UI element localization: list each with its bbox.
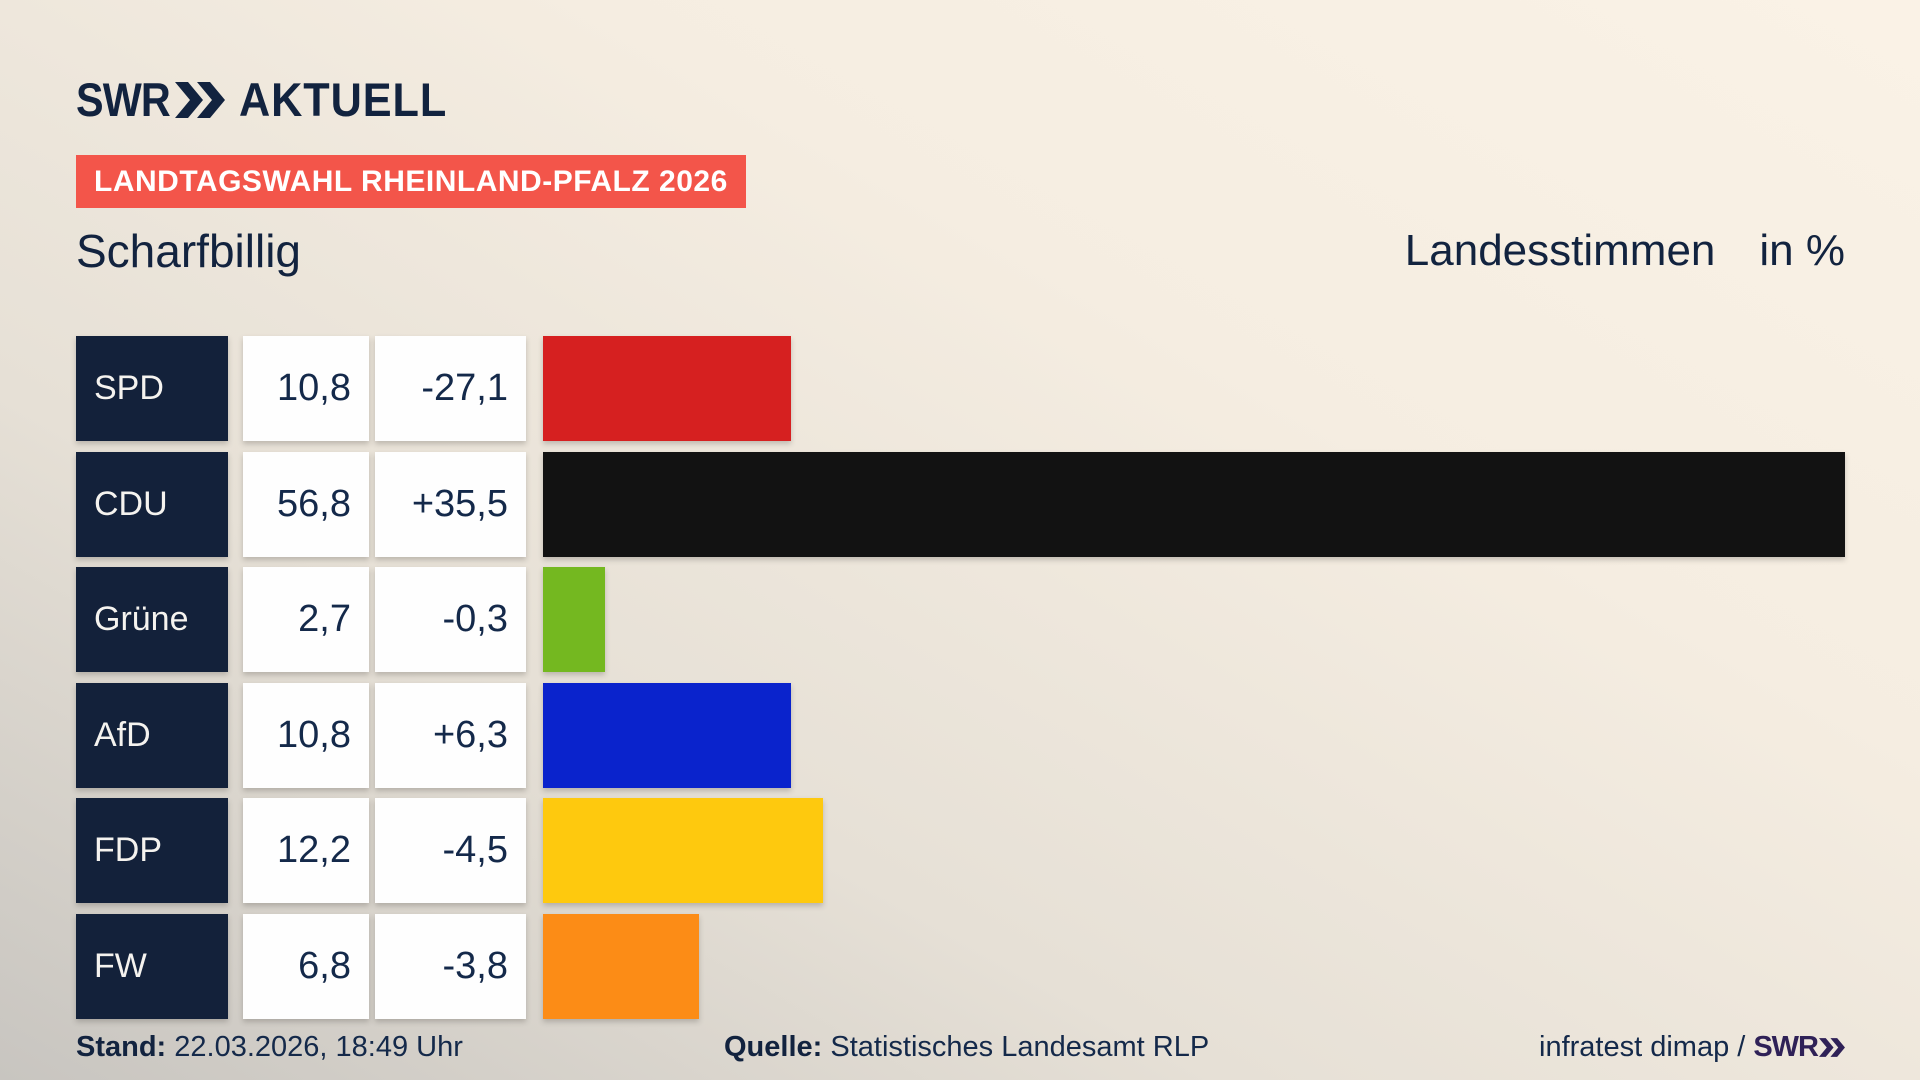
party-value: 12,2 [277,829,351,871]
party-label-box: CDU [76,451,228,557]
swr-chevrons-icon [174,81,227,118]
party-value-box: 6,8 [243,913,369,1019]
party-change-box: -27,1 [375,336,526,441]
chart-rows: SPD 10,8 -27,1 CDU 56,8 +35,5 Grüne 2,7 [76,336,1845,1019]
result-row: FW 6,8 -3,8 [76,913,1845,1019]
party-change: -3,8 [442,944,508,987]
result-row: Grüne 2,7 -0,3 [76,567,1845,672]
swr-logo-text: SWR [76,73,171,126]
result-row: SPD 10,8 -27,1 [76,336,1845,441]
party-change-box: -0,3 [375,567,526,672]
party-value: 10,8 [277,713,351,756]
party-value-box: 56,8 [243,451,369,557]
bar-track [543,913,1845,1019]
constituency-title: Scharfbillig [76,225,301,277]
party-value-box: 2,7 [243,567,369,672]
party-value: 2,7 [298,598,351,640]
stand-value: 22.03.2026, 18:49 Uhr [174,1031,463,1063]
result-row: AfD 10,8 +6,3 [76,682,1845,788]
stand-info: Stand: 22.03.2026, 18:49 Uhr [76,1031,463,1064]
bar-track [543,798,1845,903]
credit-text: infratest dimap / [1539,1031,1746,1063]
party-change-box: -3,8 [375,913,526,1019]
vote-type-title: Landesstimmen in % [1405,226,1845,276]
bar [543,913,699,1019]
party-label-box: AfD [76,682,228,788]
party-label-box: SPD [76,336,228,441]
party-label: SPD [94,369,164,407]
party-label: CDU [94,484,168,523]
party-change: -4,5 [442,829,508,871]
stand-label: Stand: [76,1031,167,1063]
vote-type-label: Landesstimmen [1404,226,1716,275]
unit-label: in % [1759,226,1845,275]
bar-track [543,567,1845,672]
swr-aktuell-logo: SWR AKTUELL [76,72,465,127]
aktuell-logo-text: AKTUELL [238,73,447,126]
bar [543,567,605,672]
party-change: -0,3 [442,598,508,640]
party-value-box: 10,8 [243,682,369,788]
bar-track [543,336,1845,441]
party-change: +6,3 [432,713,508,756]
party-change-box: -4,5 [375,798,526,903]
credit-swr-text: SWR [1753,1031,1819,1063]
party-label: FW [94,946,147,985]
party-label-box: Grüne [76,567,228,672]
bar-track [543,682,1845,788]
party-change: -27,1 [421,367,508,409]
credit-info: infratest dimap / SWR [1539,1031,1846,1064]
swr-chevrons-small-icon [1819,1038,1845,1057]
party-value-box: 10,8 [243,336,369,441]
party-label-box: FDP [76,798,228,903]
source-info: Quelle: Statistisches Landesamt RLP [724,1031,1209,1064]
party-value: 6,8 [298,944,351,987]
party-label: FDP [94,831,162,869]
result-row: FDP 12,2 -4,5 [76,798,1845,903]
result-row: CDU 56,8 +35,5 [76,451,1845,557]
credit-swr-logo: SWR [1753,1031,1846,1064]
party-value: 56,8 [277,482,351,525]
bar-track [543,451,1845,557]
party-value: 10,8 [277,367,351,409]
party-change-box: +35,5 [375,451,526,557]
election-banner-label: LANDTAGSWAHL RHEINLAND-PFALZ 2026 [94,164,728,198]
party-change: +35,5 [411,482,508,525]
bar [543,798,823,903]
election-banner: LANDTAGSWAHL RHEINLAND-PFALZ 2026 [76,155,746,208]
bar [543,682,791,788]
party-value-box: 12,2 [243,798,369,903]
bar [543,451,1845,557]
bar [543,336,791,441]
source-value: Statistisches Landesamt RLP [830,1031,1210,1063]
party-label: Grüne [94,600,189,638]
party-label-box: FW [76,913,228,1019]
party-change-box: +6,3 [375,682,526,788]
source-label: Quelle: [724,1031,823,1063]
party-label: AfD [94,715,151,754]
results-chart: SPD 10,8 -27,1 CDU 56,8 +35,5 Grüne 2,7 [76,336,1845,1029]
